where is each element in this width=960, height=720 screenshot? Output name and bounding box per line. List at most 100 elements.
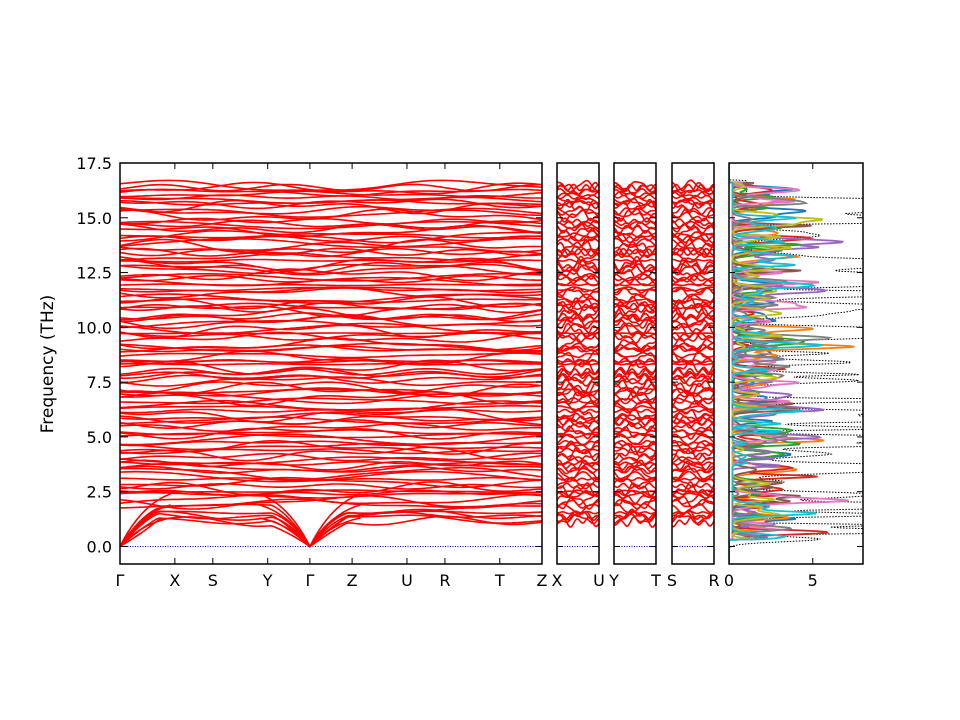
band-line bbox=[120, 247, 542, 257]
x-tick-label: U bbox=[593, 571, 605, 590]
band-line bbox=[672, 272, 714, 282]
band-line bbox=[557, 467, 599, 481]
band-line bbox=[120, 342, 542, 352]
band-line bbox=[672, 352, 714, 359]
band-line bbox=[672, 331, 714, 343]
y-axis-label: Frequency (THz) bbox=[38, 295, 58, 434]
band-line bbox=[120, 235, 542, 242]
band-line bbox=[614, 466, 656, 480]
band-line bbox=[614, 209, 656, 223]
band-line bbox=[120, 237, 542, 248]
band-line bbox=[120, 510, 542, 548]
band-line bbox=[120, 230, 542, 244]
x-tick-label: Y bbox=[608, 571, 619, 590]
band-line bbox=[120, 207, 542, 218]
y-axis: 0.0 2.5 5.0 7.5 10.0 12.5 15.0 17.5 bbox=[76, 154, 863, 556]
band-line bbox=[614, 491, 656, 499]
band-line bbox=[672, 303, 714, 318]
band-line bbox=[672, 442, 714, 450]
band-line bbox=[672, 196, 714, 205]
band-line bbox=[120, 459, 542, 471]
band-line bbox=[120, 470, 542, 483]
band-line bbox=[557, 513, 599, 525]
x-tick-label: X bbox=[169, 571, 180, 590]
band-line bbox=[120, 493, 542, 505]
band-line bbox=[557, 443, 599, 451]
band-line bbox=[614, 322, 656, 335]
x-tick-label: S bbox=[208, 571, 218, 590]
band-line bbox=[672, 493, 714, 505]
band-line bbox=[672, 237, 714, 249]
band-line bbox=[120, 381, 542, 398]
panel-frame bbox=[556, 162, 600, 565]
band-line bbox=[557, 316, 599, 330]
band-line bbox=[557, 219, 599, 230]
x-tick-label: Γ bbox=[305, 571, 314, 590]
acoustic-branch bbox=[309, 493, 361, 547]
band-line bbox=[672, 302, 714, 310]
band-line bbox=[614, 366, 656, 380]
x-tick-label: Z bbox=[537, 571, 548, 590]
band-line bbox=[557, 207, 599, 219]
band-line bbox=[557, 322, 599, 339]
band-line bbox=[557, 459, 599, 470]
band-panel-4 bbox=[672, 179, 714, 547]
band-line bbox=[614, 313, 656, 323]
band-line bbox=[672, 482, 714, 490]
band-line bbox=[614, 248, 656, 259]
band-line bbox=[120, 258, 542, 264]
band-line bbox=[672, 205, 714, 216]
band-line bbox=[614, 387, 656, 397]
x-tick-label: Γ bbox=[116, 571, 125, 590]
band-line bbox=[120, 205, 542, 216]
band-line bbox=[557, 331, 599, 344]
band-line bbox=[614, 240, 656, 257]
band-line bbox=[614, 442, 656, 450]
band-line bbox=[672, 219, 714, 229]
band-line bbox=[120, 350, 542, 366]
panel-frame bbox=[671, 162, 715, 565]
band-line bbox=[614, 293, 656, 304]
x-tick-label: Y bbox=[262, 571, 273, 590]
band-line bbox=[614, 302, 656, 311]
band-line bbox=[614, 416, 656, 426]
band-line bbox=[614, 220, 656, 230]
band-line bbox=[557, 391, 599, 404]
band-line bbox=[120, 224, 542, 238]
band-line bbox=[557, 226, 599, 239]
band-line bbox=[672, 247, 714, 258]
band-line bbox=[557, 381, 599, 397]
band-line bbox=[614, 439, 656, 446]
band-line bbox=[557, 323, 599, 335]
frames-layer bbox=[119, 162, 864, 565]
band-line bbox=[672, 238, 714, 256]
band-line bbox=[614, 404, 656, 410]
band-line bbox=[672, 489, 714, 497]
band-line bbox=[614, 489, 656, 497]
band-line bbox=[614, 408, 656, 414]
band-line bbox=[672, 381, 714, 397]
band-line bbox=[120, 247, 542, 258]
band-line bbox=[557, 259, 599, 273]
band-line bbox=[614, 301, 656, 317]
panel-frame bbox=[728, 162, 864, 565]
band-line bbox=[557, 470, 599, 483]
band-line bbox=[672, 489, 714, 494]
band-line bbox=[614, 412, 656, 422]
band-line bbox=[557, 367, 599, 376]
acoustic-branch bbox=[258, 493, 311, 547]
band-line bbox=[120, 302, 542, 310]
panel-frame bbox=[119, 162, 543, 565]
band-line bbox=[672, 460, 714, 466]
band-line bbox=[672, 362, 714, 366]
band-line bbox=[672, 286, 714, 292]
band-line bbox=[672, 231, 714, 244]
band-line bbox=[614, 432, 656, 439]
band-line bbox=[120, 181, 542, 195]
band-line bbox=[120, 508, 542, 548]
x-tick-label: X bbox=[552, 571, 563, 590]
band-panel-1 bbox=[120, 179, 542, 548]
band-line bbox=[557, 446, 599, 462]
